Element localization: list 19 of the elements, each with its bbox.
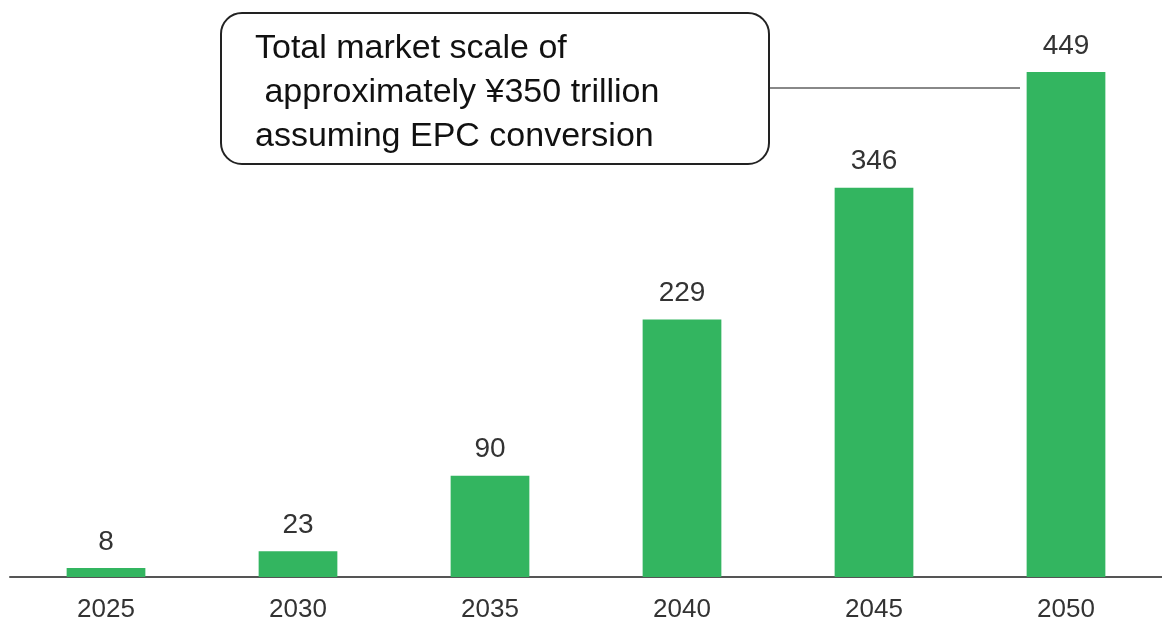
- data-label: 346: [850, 144, 898, 176]
- x-tick-label: 2025: [77, 593, 135, 623]
- bar: [642, 319, 722, 577]
- callout-box: Total market scale of approximately ¥350 trillion assuming EPC conversion: [220, 12, 770, 165]
- x-tick-label: 2040: [653, 593, 711, 623]
- data-label: 90: [474, 432, 506, 464]
- x-tick-label: 2050: [1037, 593, 1095, 623]
- bar: [1026, 72, 1106, 577]
- data-label: 23: [282, 507, 314, 539]
- data-label: 449: [1042, 28, 1090, 60]
- data-label: 229: [658, 275, 706, 307]
- bar: [834, 187, 914, 577]
- bar: [66, 568, 146, 577]
- bar: [258, 551, 338, 577]
- x-tick-label: 2045: [845, 593, 903, 623]
- x-tick-label: 2030: [269, 593, 327, 623]
- x-tick-label: 2035: [461, 593, 519, 623]
- bar: [450, 475, 530, 577]
- data-label: 8: [98, 524, 114, 556]
